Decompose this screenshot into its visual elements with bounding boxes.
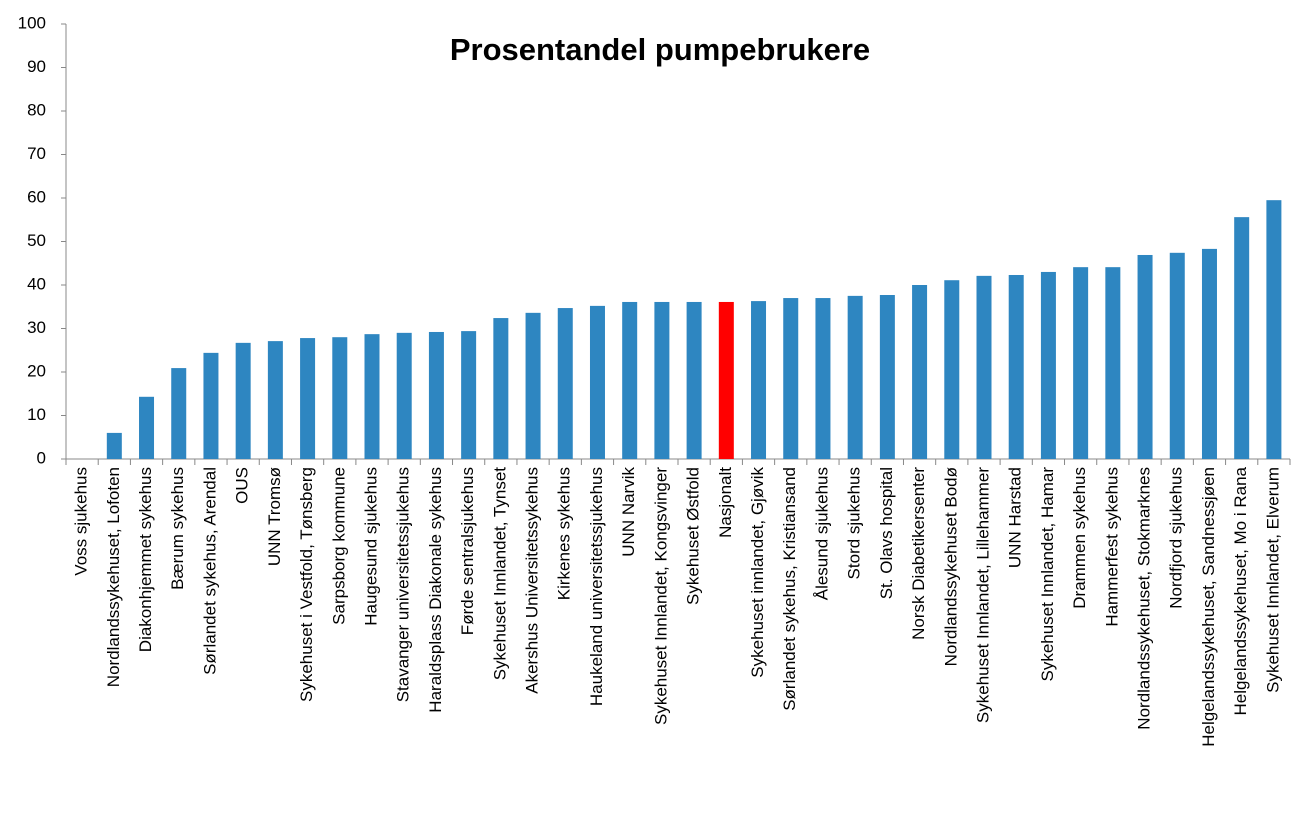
bar (139, 396, 155, 459)
x-tick-label: OUS (233, 467, 252, 504)
bar (1137, 254, 1153, 459)
bar (203, 352, 219, 459)
bar (300, 338, 316, 459)
y-tick-label: 0 (37, 448, 46, 467)
x-tick-label: Voss sjukehus (72, 467, 91, 576)
x-tick-label: Haraldsplass Diakonale sykehus (426, 467, 445, 713)
x-tick-label: Sørlandet sykehus, Arendal (200, 467, 219, 675)
bar (1008, 274, 1024, 459)
bar (718, 301, 734, 459)
bar (364, 334, 380, 459)
bar (751, 301, 767, 459)
x-tick-label: Ålesund sjukehus (812, 467, 831, 600)
x-tick-label: UNN Narvik (619, 467, 638, 557)
x-tick-label: Sykehuset Innlandet, Elverum (1263, 467, 1282, 693)
x-tick-label: Sykehuset Innlandet, Kongsvinger (651, 467, 670, 725)
x-tick-label: Helgelandssykehuset, Sandnessjøen (1199, 467, 1218, 747)
x-tick-label: Akershus Universitetssykehus (523, 467, 542, 694)
bar (171, 368, 187, 459)
x-tick-label: Haukeland universitetssjukehus (587, 467, 606, 706)
bar (589, 305, 605, 459)
x-tick-label: St. Olavs hospital (877, 467, 896, 599)
y-tick-label: 10 (27, 405, 46, 424)
bar (622, 301, 638, 459)
bar (525, 312, 541, 459)
x-tick-label: Stavanger universitetssjukehus (394, 467, 413, 702)
y-tick-label: 20 (27, 361, 46, 380)
x-tick-label: Førde sentralsjukehus (458, 467, 477, 635)
x-tick-label: UNN Tromsø (265, 467, 284, 566)
x-tick-label: Sarpsborg kommune (329, 467, 348, 625)
x-tick-label: Sykehuset Østfold (684, 467, 703, 605)
x-tick-label: Diakonhjemmet sykehus (136, 467, 155, 652)
x-tick-label: Drammen sykehus (1070, 467, 1089, 609)
bar (1234, 217, 1250, 459)
x-tick-label: Sykehuset Innlandet, Tynset (490, 467, 509, 681)
x-tick-label: Sykehuset Innlandet, Lillehammer (973, 467, 992, 723)
bar (1201, 248, 1217, 459)
x-tick-label: Sykehuset innlandet, Gjøvik (748, 467, 767, 678)
chart-title: Prosentandel pumpebrukere (450, 32, 870, 67)
x-tick-label: Helgelandssykehuset, Mo i Rana (1231, 466, 1250, 715)
x-tick-label: Nasjonalt (716, 467, 735, 538)
x-tick-label: Sykehuset Innlandet, Hamar (1038, 467, 1057, 682)
y-tick-label: 60 (27, 187, 46, 206)
bar (1073, 267, 1089, 459)
bar (879, 295, 895, 459)
bar (493, 318, 509, 459)
bar (1266, 200, 1282, 460)
x-tick-label: Nordfjord sjukehus (1167, 467, 1186, 609)
x-tick-label: Stord sjukehus (845, 467, 864, 579)
bar (235, 342, 251, 459)
bar (428, 331, 444, 459)
bar (686, 301, 702, 459)
x-tick-label: Kirkenes sykehus (555, 467, 574, 600)
x-tick-label: UNN Harstad (1006, 467, 1025, 568)
bar (976, 275, 992, 459)
y-tick-label: 30 (27, 318, 46, 337)
y-tick-label: 80 (27, 100, 46, 119)
bar (332, 337, 348, 459)
x-tick-label: Nordlandssykehuset Bodø (941, 467, 960, 666)
bar (461, 331, 477, 459)
bar (396, 332, 412, 459)
bar (847, 295, 863, 459)
y-tick-label: 70 (27, 144, 46, 163)
y-tick-label: 100 (18, 13, 46, 32)
bar (1040, 271, 1056, 459)
x-tick-label: Haugesund sjukehus (361, 467, 380, 626)
y-tick-label: 40 (27, 274, 46, 293)
x-tick-label: Bærum sykehus (168, 467, 187, 590)
x-tick-label: Hammerfest sykehus (1102, 467, 1121, 627)
bar (557, 308, 573, 459)
x-tick-label: Nordlandssykehuset, Stokmarknes (1135, 467, 1154, 730)
x-tick-label: Sykehuset i Vestfold, Tønsberg (297, 467, 316, 702)
bar (815, 298, 831, 459)
bar (267, 341, 283, 459)
bar (912, 285, 928, 459)
bar (1169, 252, 1185, 459)
bar (654, 301, 670, 459)
bar (1105, 267, 1121, 459)
x-tick-label: Nordlandssykehuset, Lofoten (104, 467, 123, 687)
bar (106, 432, 122, 459)
bar (944, 280, 960, 459)
x-tick-label: Norsk Diabetikersenter (909, 467, 928, 640)
bar (783, 298, 799, 459)
y-tick-label: 90 (27, 57, 46, 76)
y-tick-label: 50 (27, 231, 46, 250)
x-tick-label: Sørlandet sykehus, Kristiansand (780, 467, 799, 711)
